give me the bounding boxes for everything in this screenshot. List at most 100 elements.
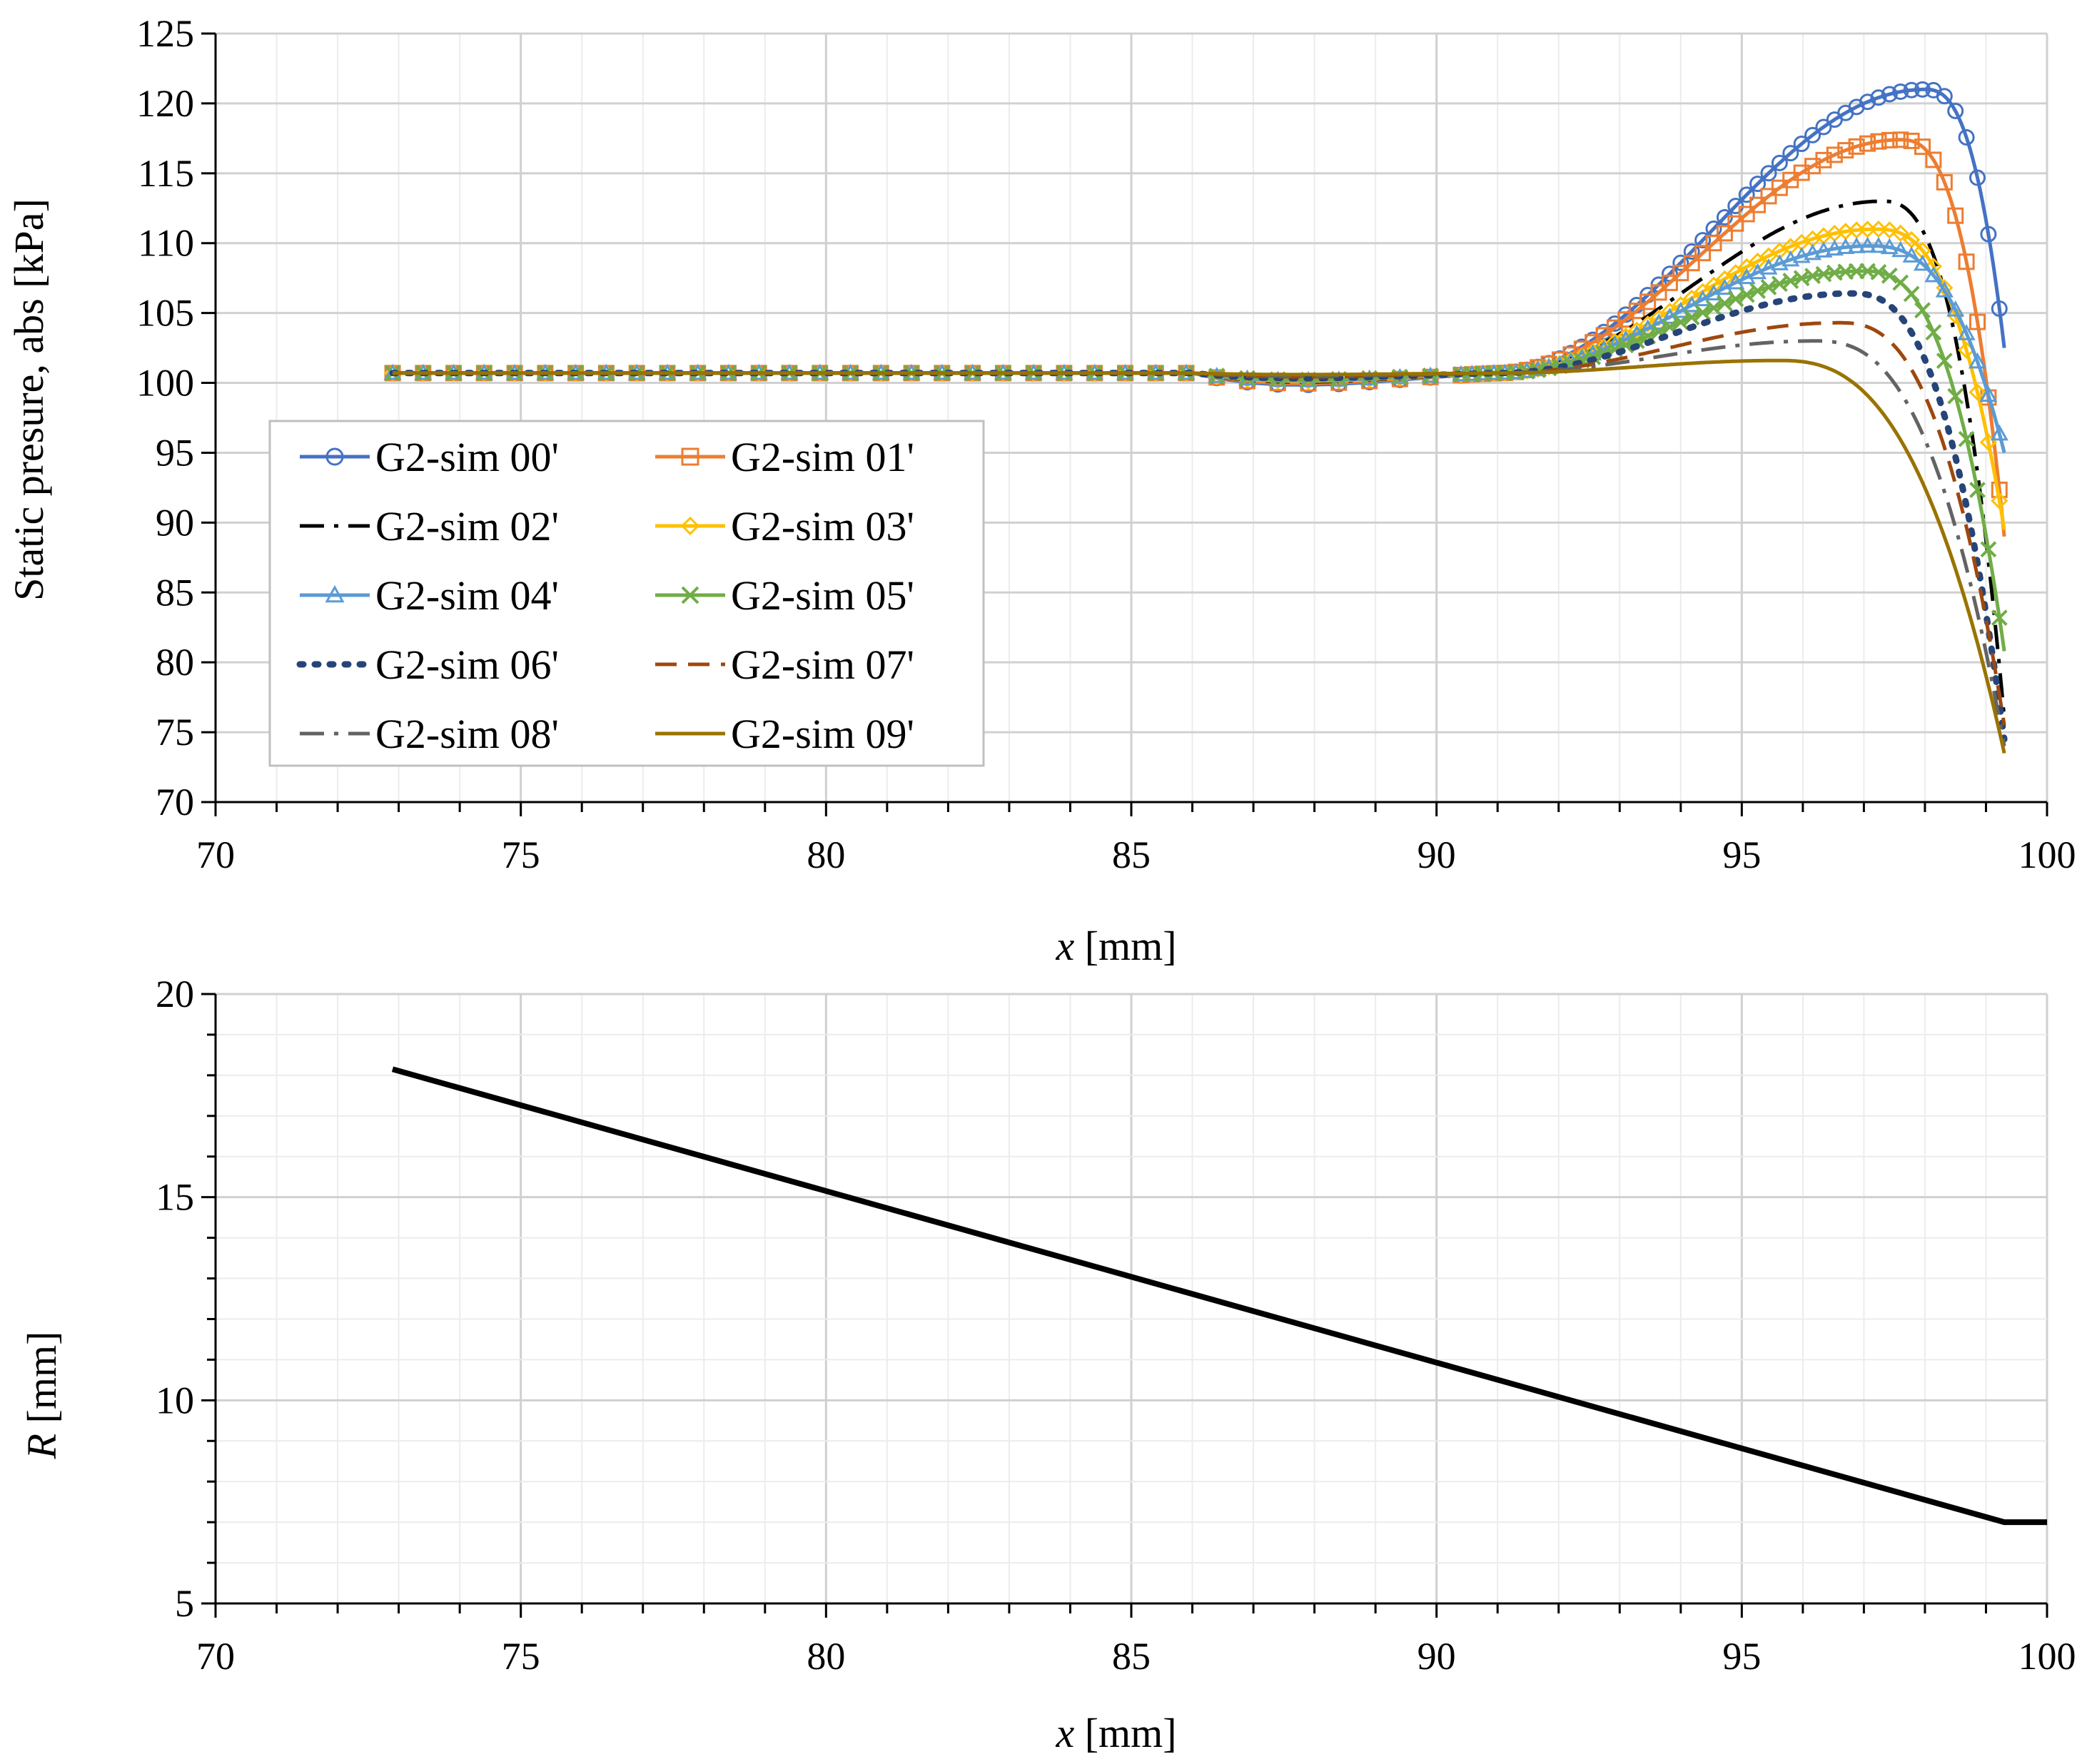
pressure-chart: 70 75 80 85 90 95 100 70 75 80 85 90 95 100 105 110 115 1…	[6, 12, 2076, 969]
circle-marker	[1892, 83, 1909, 101]
triangle-marker	[1869, 236, 1888, 253]
diamond-marker	[1727, 264, 1744, 282]
legend-item: G2-sim 00'	[300, 434, 559, 480]
pressure-y-tick-label: 75	[156, 711, 194, 754]
pressure-x-tick-label: 95	[1722, 833, 1761, 876]
pressure-x-tick-label: 70	[196, 833, 235, 876]
triangle-marker	[1979, 385, 1998, 402]
square-marker	[1892, 131, 1909, 148]
legend-item: G2-sim 01'	[655, 434, 914, 480]
square-marker	[1716, 225, 1733, 242]
square-marker	[1650, 284, 1667, 301]
pressure-y-tick-label: 95	[156, 431, 194, 474]
square-marker	[1936, 173, 1953, 191]
square-marker	[1617, 311, 1634, 328]
x-marker	[1749, 283, 1766, 299]
x-marker	[1672, 313, 1689, 330]
circle-marker	[1815, 118, 1832, 136]
pressure-x-tick-label: 85	[1112, 833, 1151, 876]
square-marker	[1727, 215, 1744, 232]
pressure-y-tick-label: 110	[138, 222, 194, 265]
square-marker	[1826, 146, 1843, 163]
legend-item: G2-sim 07'	[655, 642, 914, 688]
legend: G2-sim 00' G2-sim 01' G2-sim 02' G2-sim 03'…	[268, 420, 985, 767]
pressure-y-tick-label: 125	[136, 12, 194, 55]
radius-x-tick-label: 80	[807, 1635, 845, 1678]
diamond-marker	[1639, 315, 1657, 333]
x-marker	[1870, 263, 1887, 280]
series-9	[393, 358, 2006, 754]
diamond-marker	[1991, 492, 2008, 510]
square-marker	[1837, 142, 1854, 159]
x-marker	[1980, 541, 1997, 558]
x-marker	[1925, 324, 1942, 341]
triangle-marker	[325, 584, 345, 603]
square-marker	[1969, 313, 1986, 330]
legend-label: G2-sim 07'	[731, 642, 914, 688]
x-marker	[1991, 609, 2008, 627]
legend-box	[268, 420, 985, 767]
pressure-axes	[201, 32, 2048, 816]
circle-marker	[1958, 129, 1975, 146]
pressure-x-tick-label: 75	[502, 833, 540, 876]
square-marker	[1848, 138, 1865, 155]
radius-y-tick-label: 5	[175, 1582, 194, 1625]
triangle-marker	[1749, 263, 1767, 280]
circle-marker	[1683, 243, 1700, 260]
square-marker	[1672, 265, 1689, 282]
diamond-marker	[1881, 221, 1899, 239]
triangle-marker	[1924, 265, 1943, 283]
legend-label: G2-sim 02'	[375, 503, 559, 549]
square-marker	[1694, 245, 1712, 262]
square-marker	[1661, 274, 1678, 291]
pressure-x-tick-label: 80	[807, 833, 845, 876]
radius-tick-labels: 70 75 80 85 90 95 100 5 10 15 20	[156, 973, 2076, 1678]
triangle-marker	[1968, 352, 1987, 369]
triangle-marker	[1782, 250, 1800, 267]
square-marker	[1705, 235, 1722, 252]
x-marker	[1760, 279, 1777, 295]
square-marker	[681, 447, 699, 466]
x-marker	[1683, 309, 1700, 326]
circle-marker	[1980, 225, 1997, 243]
square-marker	[1870, 133, 1887, 150]
legend-item: G2-sim 03'	[655, 503, 914, 549]
circle-marker	[1771, 154, 1788, 171]
triangle-marker	[1759, 258, 1778, 275]
circle-marker	[1870, 89, 1887, 106]
circle-marker	[1804, 126, 1821, 143]
pressure-grid	[214, 32, 2048, 804]
radius-y-tick-label: 15	[156, 1176, 194, 1219]
triangle-marker	[1957, 324, 1976, 340]
pressure-y-tick-label: 120	[136, 82, 194, 125]
legend-item: G2-sim 09'	[655, 711, 914, 757]
diamond-marker	[1628, 321, 1646, 339]
x-marker	[681, 586, 699, 604]
square-marker	[1628, 303, 1645, 320]
radius-grid	[214, 993, 2048, 1605]
circle-marker	[1749, 176, 1767, 193]
legend-item: G2-sim 08'	[300, 711, 559, 757]
legend-item: G2-sim 04'	[300, 572, 559, 619]
diamond-marker	[475, 364, 493, 382]
triangle-marker	[1880, 238, 1899, 255]
radius-x-tick-label: 90	[1418, 1635, 1456, 1678]
triangle-marker	[1935, 281, 1954, 298]
pressure-y-tick-label: 80	[156, 641, 194, 684]
legend-label: G2-sim 00'	[375, 434, 559, 480]
x-marker	[1705, 300, 1722, 316]
square-marker	[1804, 158, 1821, 175]
square-marker	[1903, 132, 1920, 149]
triangle-marker	[1814, 241, 1833, 258]
x-marker	[1881, 267, 1898, 284]
radius-y-axis-title: R [mm]	[19, 1332, 65, 1460]
radius-y-tick-label: 20	[156, 973, 194, 1015]
radius-x-axis-title: x [mm]	[1055, 1710, 1176, 1756]
square-marker	[1683, 255, 1700, 272]
x-marker	[1958, 430, 1975, 447]
square-marker	[1925, 151, 1942, 168]
diamond-marker	[1738, 258, 1756, 276]
diamond-marker	[680, 516, 700, 536]
series-8	[393, 339, 2006, 747]
